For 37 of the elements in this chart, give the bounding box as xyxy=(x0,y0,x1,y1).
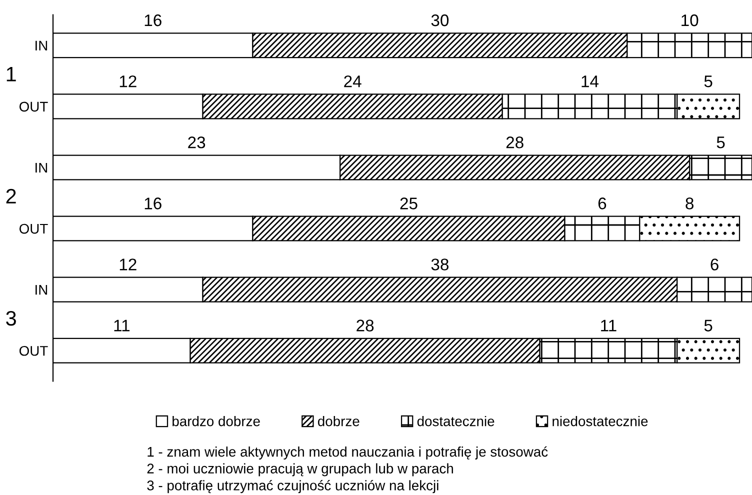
data-label: 14 xyxy=(582,76,599,88)
data-label: 23 xyxy=(188,136,206,148)
text: 2 - moi uczniowie pracują w grupach lub w parach xyxy=(147,463,453,476)
text: 1 - znam wiele aktywnych metod nauczania i potrafię je stosować xyxy=(148,446,548,460)
data-label: 8 xyxy=(686,198,694,210)
text: 3 xyxy=(6,310,16,326)
y-tick-label: OUT xyxy=(19,102,48,112)
data-label: 28 xyxy=(506,136,524,148)
y-tick-label: OUT xyxy=(19,346,48,356)
data-label: 12 xyxy=(120,75,136,88)
data-label: 5 xyxy=(716,136,725,148)
data-label: 30 xyxy=(431,14,449,26)
data-label: 11 xyxy=(601,320,616,332)
legend-label: bardzo dobrze xyxy=(172,416,260,426)
legend-label: niedostatecznie xyxy=(552,416,648,426)
data-label: 28 xyxy=(356,320,374,332)
text: 3 - potrafię utrzymać czujność uczniów na lekcji xyxy=(147,480,438,494)
data-label: 6 xyxy=(710,258,718,270)
y-tick-label: IN xyxy=(36,40,48,50)
text: 2 xyxy=(6,188,16,204)
legend-label: dostatecznie xyxy=(417,416,494,426)
data-label: 5 xyxy=(704,320,712,332)
data-label: 5 xyxy=(704,76,712,88)
legend-label: dobrze xyxy=(318,416,360,426)
text: 1 xyxy=(6,66,16,82)
data-label: 25 xyxy=(400,198,418,210)
y-tick-label: OUT xyxy=(19,224,48,234)
data-label: 16 xyxy=(144,14,162,26)
data-label: 10 xyxy=(682,14,698,26)
data-label: 16 xyxy=(144,198,162,210)
y-tick-label: IN xyxy=(36,285,48,295)
data-label: 11 xyxy=(114,320,130,332)
data-label: 6 xyxy=(598,198,606,210)
data-label: 38 xyxy=(431,258,448,270)
data-label: 24 xyxy=(344,75,362,88)
data-label: 12 xyxy=(120,258,136,270)
y-tick-label: IN xyxy=(36,162,48,173)
